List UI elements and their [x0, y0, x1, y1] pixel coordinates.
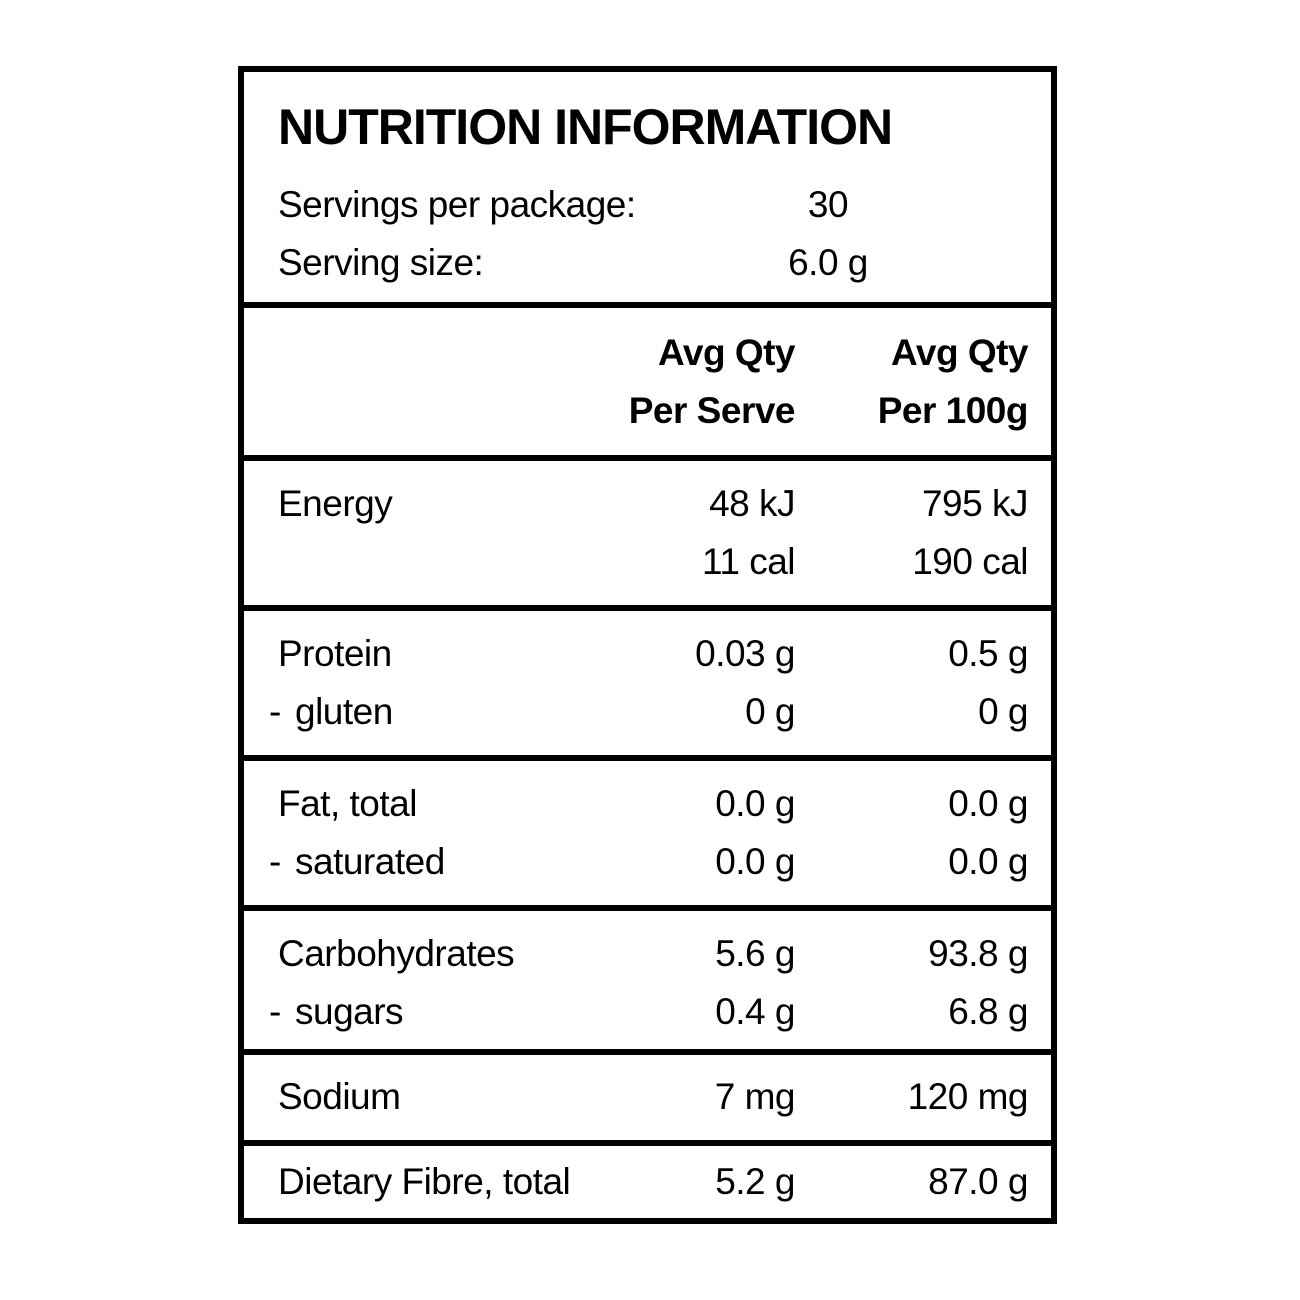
nutrient-name-cell: Energy [278, 475, 623, 533]
value-per-serve: 5.2 g [715, 1161, 795, 1202]
nutrient-name: Dietary Fibre, total [278, 1161, 571, 1202]
value-per-100g: 190 cal [912, 541, 1028, 582]
nutrient-row: - saturated 0.0 g 0.0 g [269, 833, 1029, 891]
nutrient-name-cell: Protein [278, 625, 623, 683]
nutrient-section: Carbohydrates 5.6 g 93.8 g - sugars 0.4 g 6.8 … [244, 905, 1051, 1049]
nutrient-row: - sugars 0.4 g 6.8 g [269, 983, 1029, 1041]
value-per-serve: 0.03 g [695, 633, 795, 674]
nutrient-row: Dietary Fibre, total 5.2 g 87.0 g [278, 1153, 1029, 1211]
nutrient-name: Protein [278, 633, 392, 674]
sub-item-dash: - [269, 841, 281, 882]
nutrient-name: Sodium [278, 1076, 401, 1117]
nutrient-row: Carbohydrates 5.6 g 93.8 g [278, 925, 1029, 983]
nutrient-name-cell: Fat, total [278, 775, 623, 833]
nutrient-name: Carbohydrates [278, 933, 515, 974]
per-100g-header-line2: Per 100g [877, 390, 1029, 431]
sub-item-dash: - [269, 991, 281, 1032]
value-per-100g: 120 mg [907, 1076, 1029, 1117]
nutrient-name: sugars [295, 991, 404, 1032]
nutrient-name-cell: Sodium [278, 1068, 623, 1126]
nutrient-row: Energy 48 kJ 795 kJ [278, 475, 1029, 533]
nutrient-section: Energy 48 kJ 795 kJ 11 cal 190 cal [244, 455, 1051, 605]
value-per-100g: 6.8 g [948, 991, 1028, 1032]
column-header-spacer [278, 324, 623, 455]
value-per-serve: 48 kJ [709, 483, 795, 524]
value-per-100g: 93.8 g [928, 933, 1028, 974]
nutrient-section: Fat, total 0.0 g 0.0 g - saturated 0.0 g 0.0 g [244, 755, 1051, 905]
per-100g-header-line1: Avg Qty [891, 332, 1028, 373]
value-per-100g: 0.0 g [948, 841, 1028, 882]
per-serve-header-line2: Per Serve [628, 390, 796, 431]
sub-item-dash: - [269, 691, 281, 732]
nutrient-section: Sodium 7 mg 120 mg [244, 1049, 1051, 1140]
value-per-100g: 0 g [978, 691, 1028, 732]
value-per-serve: 0.0 g [715, 841, 795, 882]
nutrient-name: Fat, total [278, 783, 417, 824]
panel-title: NUTRITION INFORMATION [278, 99, 893, 155]
serving-size-row: Serving size: 6.0 g [278, 234, 1028, 292]
per-serve-header-line1: Avg Qty [658, 332, 795, 373]
nutrient-row: Fat, total 0.0 g 0.0 g [278, 775, 1029, 833]
value-per-serve: 7 mg [714, 1076, 796, 1117]
nutrient-name-cell [278, 533, 623, 591]
value-per-100g: 0.5 g [948, 633, 1028, 674]
nutrient-sections: Energy 48 kJ 795 kJ 11 cal 190 cal Protein 0.0… [244, 455, 1051, 1218]
nutrient-row: - gluten 0 g 0 g [269, 683, 1029, 741]
value-per-serve: 0.4 g [715, 991, 795, 1032]
servings-per-package-label: Servings per package: [278, 184, 636, 225]
nutrient-name: gluten [295, 691, 393, 732]
servings-per-package-value: 30 [807, 184, 849, 225]
column-header-per-100g: Avg Qty Per 100g [795, 324, 1029, 455]
nutrition-information-panel: NUTRITION INFORMATION Servings per packa… [238, 66, 1057, 1224]
nutrient-name: Energy [278, 483, 393, 524]
nutrient-name: saturated [295, 841, 445, 882]
serving-size-value: 6.0 g [788, 242, 868, 283]
nutrient-name-cell: - gluten [269, 683, 623, 741]
column-header-per-serve: Avg Qty Per Serve [623, 324, 796, 455]
value-per-100g: 795 kJ [921, 483, 1029, 524]
column-header-row: Avg Qty Per Serve Avg Qty Per 100g [244, 302, 1051, 455]
value-per-100g: 0.0 g [948, 783, 1028, 824]
servings-per-package-row: Servings per package: 30 [278, 176, 1028, 234]
panel-header: NUTRITION INFORMATION Servings per packa… [244, 72, 1051, 302]
value-per-serve: 0.0 g [715, 783, 795, 824]
value-per-100g: 87.0 g [928, 1161, 1028, 1202]
value-per-serve: 0 g [745, 691, 795, 732]
nutrient-row: Protein 0.03 g 0.5 g [278, 625, 1029, 683]
nutrient-section: Protein 0.03 g 0.5 g - gluten 0 g 0 g [244, 605, 1051, 755]
value-per-serve: 11 cal [702, 541, 796, 582]
nutrient-name-cell: - sugars [269, 983, 623, 1041]
nutrient-row: 11 cal 190 cal [278, 533, 1029, 591]
nutrient-section: Dietary Fibre, total 5.2 g 87.0 g [244, 1140, 1051, 1218]
nutrient-name-cell: Dietary Fibre, total [278, 1153, 623, 1211]
nutrient-row: Sodium 7 mg 120 mg [278, 1068, 1029, 1126]
nutrient-name-cell: Carbohydrates [278, 925, 623, 983]
serving-size-label: Serving size: [278, 242, 484, 283]
nutrient-name-cell: - saturated [269, 833, 623, 891]
value-per-serve: 5.6 g [715, 933, 795, 974]
